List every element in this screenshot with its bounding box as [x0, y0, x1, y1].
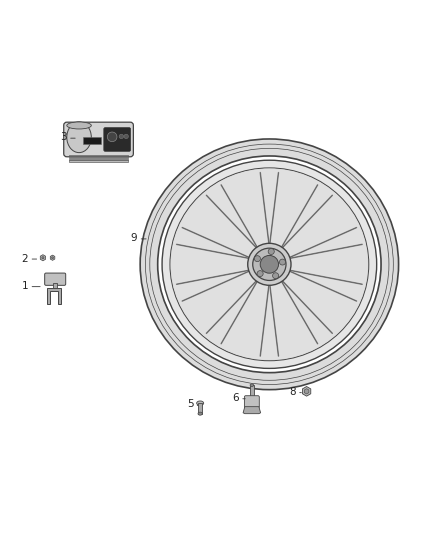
Ellipse shape	[42, 257, 44, 259]
Ellipse shape	[254, 256, 261, 262]
Ellipse shape	[248, 244, 291, 285]
Ellipse shape	[198, 412, 202, 415]
Ellipse shape	[257, 271, 263, 277]
Text: 9: 9	[130, 233, 137, 243]
Text: 6: 6	[232, 393, 239, 403]
Bar	[250, 385, 254, 398]
Ellipse shape	[272, 273, 279, 279]
Ellipse shape	[250, 384, 254, 386]
Ellipse shape	[170, 168, 369, 361]
Bar	[53, 283, 57, 288]
Text: 8: 8	[289, 387, 296, 397]
Polygon shape	[243, 407, 261, 414]
Ellipse shape	[124, 134, 128, 139]
Bar	[69, 157, 128, 158]
Ellipse shape	[67, 122, 92, 129]
Polygon shape	[40, 255, 46, 261]
Ellipse shape	[253, 248, 286, 280]
Polygon shape	[141, 140, 398, 389]
Ellipse shape	[268, 248, 274, 254]
FancyBboxPatch shape	[244, 395, 259, 408]
Ellipse shape	[107, 132, 117, 142]
Ellipse shape	[279, 259, 286, 265]
Ellipse shape	[197, 401, 204, 405]
Polygon shape	[302, 386, 311, 396]
Ellipse shape	[52, 257, 53, 259]
Bar	[83, 137, 101, 144]
Polygon shape	[50, 255, 55, 260]
Polygon shape	[304, 389, 309, 394]
Ellipse shape	[119, 134, 124, 139]
Text: 1: 1	[21, 281, 28, 291]
Text: 2: 2	[21, 254, 28, 264]
Bar	[198, 403, 202, 414]
Ellipse shape	[67, 122, 92, 152]
Text: 5: 5	[187, 399, 194, 409]
Bar	[69, 160, 128, 161]
Ellipse shape	[162, 160, 377, 368]
Text: 3: 3	[60, 132, 67, 142]
Bar	[69, 155, 128, 156]
FancyBboxPatch shape	[45, 273, 66, 285]
Ellipse shape	[171, 169, 368, 360]
Polygon shape	[47, 288, 61, 304]
FancyBboxPatch shape	[104, 128, 131, 151]
FancyBboxPatch shape	[64, 122, 133, 157]
Bar	[69, 158, 128, 160]
Ellipse shape	[260, 255, 279, 273]
